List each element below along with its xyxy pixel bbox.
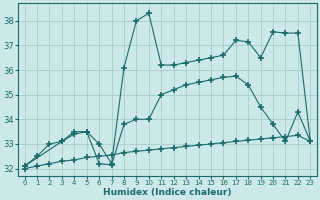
X-axis label: Humidex (Indice chaleur): Humidex (Indice chaleur) xyxy=(103,188,232,197)
